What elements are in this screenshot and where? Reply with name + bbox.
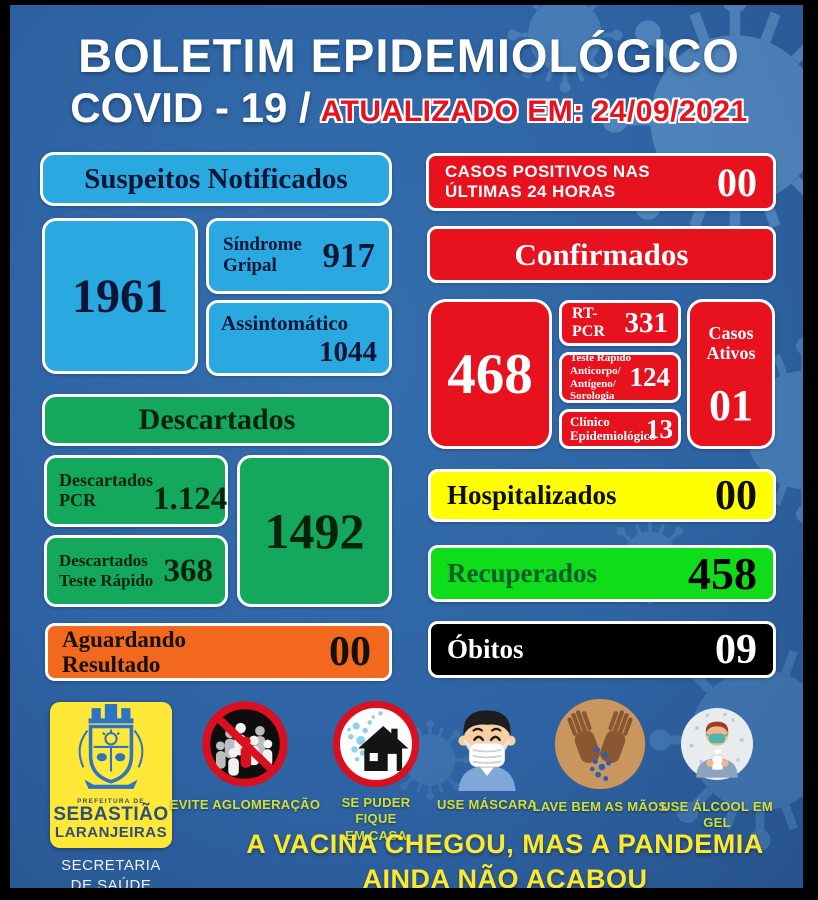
recovered-label: Recuperados [447, 558, 597, 588]
flu-syndrome-label: Síndrome Gripal [223, 234, 302, 276]
active-cases-box: Casos Ativos 01 [687, 299, 775, 449]
awaiting-label: Aguardando Resultado [62, 626, 186, 677]
rt-pcr-value: 331 [624, 306, 669, 339]
coat-of-arms [78, 704, 144, 789]
deaths-label: Óbitos [447, 634, 524, 664]
frame-left [0, 0, 10, 900]
clinical-box: Clínico Epidemiológico 13 [559, 409, 681, 449]
recovered-box: Recuperados 458 [428, 545, 776, 602]
subtitle-covid: COVID - 19 / [70, 84, 311, 131]
mask-label: USE MÁSCARA [436, 797, 538, 812]
deaths-box: Óbitos 09 [428, 621, 776, 678]
frame-bottom [0, 888, 818, 900]
positive-24h-label: CASOS POSITIVOS NAS ÚLTIMAS 24 HORAS [445, 161, 651, 201]
rapid-test-label: Teste Rápido Anticorpo/ Antígeno/ Sorolo… [570, 352, 632, 403]
wash-hands-icon [554, 698, 646, 790]
discarded-pcr-value: 1.124 [152, 481, 228, 517]
logo-city-name-2: LARANJEIRAS [54, 824, 168, 841]
logo-city-name-1: SEBASTIÃO [53, 804, 169, 825]
active-cases-value: 01 [709, 380, 753, 430]
wash-hands-label: LAVE BEM AS MÃOS [532, 799, 668, 814]
alcohol-gel-icon [681, 708, 753, 780]
discarded-rapid-value: 368 [163, 552, 214, 589]
frame-top [0, 0, 818, 5]
asymptomatic-box: Assintomático 1044 [206, 300, 392, 376]
positive-24h-value: 00 [717, 159, 757, 205]
rt-pcr-label: RT- PCR [572, 305, 605, 340]
frame-right [803, 0, 818, 900]
suspects-header: Suspeitos Notificados [40, 152, 392, 206]
no-crowd-label: EVITE AGLOMERAÇÃO [169, 797, 321, 812]
confirmed-header: Confirmados [427, 226, 776, 283]
mask-icon [458, 710, 516, 791]
discarded-pcr-box: Descartados PCR 1.124 [44, 455, 228, 527]
no-crowd-icon [202, 701, 288, 787]
city-hall-logo: PREFEITURA DE SEBASTIÃO LARANJEIRAS [50, 702, 172, 848]
rapid-test-value: 124 [629, 362, 671, 392]
asymptomatic-value: 1044 [319, 335, 377, 368]
hospitalized-value: 00 [715, 472, 757, 519]
discarded-header: Descartados [42, 394, 392, 446]
discarded-rapid-label: Descartados Teste Rápido [59, 551, 154, 590]
confirmed-total: 468 [428, 299, 552, 449]
clinical-value: 13 [645, 413, 673, 444]
clinical-label: Clínico Epidemiológico [570, 413, 656, 443]
vaccine-message: A VACINA CHEGOU, MAS A PANDEMIA AINDA NÃ… [246, 829, 764, 895]
logo-prefeitura-label: PREFEITURA DE [77, 798, 145, 805]
rapid-test-box: Teste Rápido Anticorpo/ Antígeno/ Sorolo… [559, 352, 681, 403]
rt-pcr-box: RT- PCR 331 [559, 300, 681, 346]
subtitle-row: COVID - 19 / ATUALIZADO EM: 24/09/2021 [20, 84, 798, 132]
active-cases-label: Casos Ativos [706, 322, 756, 364]
flu-syndrome-value: 917 [322, 236, 376, 275]
asymptomatic-label: Assintomático [221, 311, 349, 335]
suspects-total: 1961 [42, 218, 198, 374]
awaiting-value: 00 [329, 629, 371, 675]
stay-home-icon [332, 700, 420, 788]
positive-24h-box: CASOS POSITIVOS NAS ÚLTIMAS 24 HORAS 00 [426, 153, 776, 211]
updated-date: ATUALIZADO EM: 24/09/2021 [320, 95, 748, 128]
discarded-total: 1492 [237, 455, 392, 607]
deaths-value: 09 [715, 626, 757, 673]
recovered-value: 458 [688, 548, 757, 599]
awaiting-box: Aguardando Resultado 00 [45, 623, 392, 681]
discarded-rapid-box: Descartados Teste Rápido 368 [44, 535, 228, 607]
discarded-pcr-label: Descartados PCR [59, 470, 153, 510]
hospitalized-box: Hospitalizados 00 [428, 469, 776, 522]
flu-syndrome-box: Síndrome Gripal 917 [206, 218, 392, 294]
hospitalized-label: Hospitalizados [447, 480, 617, 510]
page-title: BOLETIM EPIDEMIOLÓGICO [78, 29, 740, 82]
